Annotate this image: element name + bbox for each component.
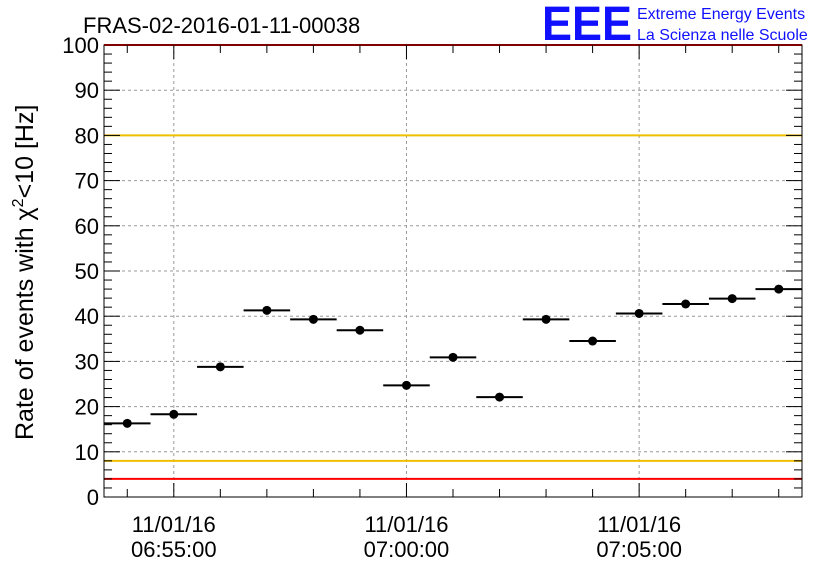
y-tick-label: 20 bbox=[75, 395, 99, 420]
data-point bbox=[122, 418, 132, 428]
x-tick-labels: 11/01/1606:55:0011/01/1607:00:0011/01/16… bbox=[131, 512, 682, 562]
data-point bbox=[262, 305, 272, 315]
data-point bbox=[727, 294, 737, 304]
data-point bbox=[774, 284, 784, 294]
data-point bbox=[308, 314, 318, 324]
data-point bbox=[588, 336, 598, 346]
y-tick-label: 0 bbox=[87, 485, 99, 510]
data-point bbox=[169, 409, 179, 419]
reference-lines bbox=[104, 44, 802, 480]
y-tick-label: 70 bbox=[75, 169, 99, 194]
y-axis-label-suffix: <10 [Hz] bbox=[11, 105, 39, 199]
y-tick-label: 60 bbox=[75, 214, 99, 239]
data-point bbox=[401, 380, 411, 390]
data-point bbox=[634, 308, 644, 318]
data-point bbox=[448, 352, 458, 362]
data-point bbox=[495, 392, 505, 402]
y-tick-label: 30 bbox=[75, 349, 99, 374]
y-axis-label-superscript: 2 bbox=[10, 198, 27, 207]
eee-logo-line1: Extreme Energy Events bbox=[637, 6, 805, 23]
eee-logo-line2: La Scienza nelle Scuole bbox=[637, 27, 808, 44]
y-tick-label: 100 bbox=[62, 33, 99, 58]
y-axis-label-main: Rate of events with bbox=[11, 220, 39, 440]
data-point bbox=[681, 299, 691, 309]
data-point bbox=[541, 314, 551, 324]
y-tick-label: 50 bbox=[75, 259, 99, 284]
data-point bbox=[215, 362, 225, 372]
grid bbox=[104, 45, 802, 497]
x-tick-label-time: 07:00:00 bbox=[364, 537, 450, 562]
y-axis-label-symbol: χ bbox=[11, 207, 39, 220]
y-tick-label: 90 bbox=[75, 78, 99, 103]
x-tick-label-date: 11/01/16 bbox=[597, 512, 681, 537]
y-tick-label: 10 bbox=[75, 440, 99, 465]
y-axis-label: Rate of events with χ2<10 [Hz] bbox=[10, 105, 39, 440]
data-points bbox=[104, 284, 802, 428]
eee-logo: EEE Extreme Energy Events La Scienza nel… bbox=[542, 0, 808, 51]
data-point bbox=[355, 325, 365, 335]
x-tick-label-date: 11/01/16 bbox=[132, 512, 216, 537]
axis-ticks bbox=[104, 44, 802, 498]
chart-title: FRAS-02-2016-01-11-00038 bbox=[83, 13, 360, 38]
x-tick-label-time: 07:05:00 bbox=[596, 537, 682, 562]
y-tick-label: 40 bbox=[75, 304, 99, 329]
y-tick-labels: 0 10 20 30 40 50 60 70 80 90 100 bbox=[62, 33, 99, 510]
x-tick-label-date: 11/01/16 bbox=[364, 512, 448, 537]
x-tick-label-time: 06:55:00 bbox=[131, 537, 217, 562]
y-tick-label: 80 bbox=[75, 123, 99, 148]
eee-logo-mark: EEE bbox=[542, 0, 632, 51]
